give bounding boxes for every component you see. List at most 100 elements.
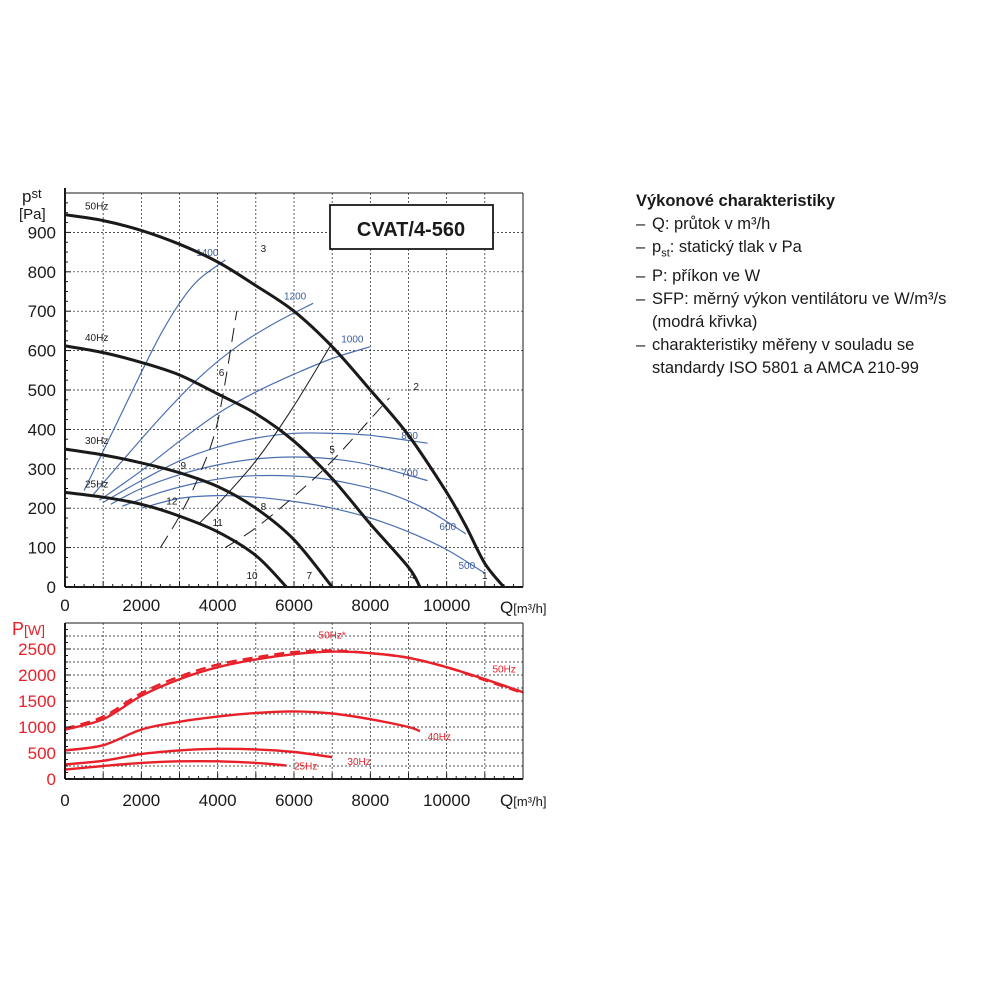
x-tick-label: 10000 bbox=[423, 596, 470, 615]
operating-point-label: 7 bbox=[306, 571, 312, 582]
sfp-curve bbox=[83, 259, 226, 491]
legend-dash: – bbox=[636, 267, 646, 286]
power-curve-label: 50Hz bbox=[492, 664, 515, 675]
legend-dash bbox=[636, 311, 652, 334]
x-tick-label: 6000 bbox=[275, 596, 313, 615]
legend-item-standards-cont: standardy ISO 5801 a AMCA 210-99 bbox=[636, 357, 986, 380]
operating-point-label: 1 bbox=[482, 571, 488, 582]
sfp-curve-label: 1400 bbox=[196, 248, 219, 259]
pressure-axis-subscript: st bbox=[31, 186, 42, 201]
y-tick-label: 900 bbox=[28, 223, 56, 242]
sfp-curve bbox=[122, 474, 467, 535]
flow-axis-unit-bottom: [m³/h] bbox=[513, 794, 546, 809]
pressure-curve bbox=[64, 213, 506, 588]
legend-item-power: – P: příkon ve W bbox=[636, 265, 986, 288]
operating-point-label: 9 bbox=[181, 461, 187, 472]
power-curve bbox=[64, 649, 524, 730]
system-curve bbox=[159, 311, 238, 548]
x-tick-label: 0 bbox=[60, 791, 69, 810]
power-curve-label: 25Hz bbox=[294, 762, 317, 773]
legend-dash: – bbox=[636, 215, 646, 233]
flow-axis-symbol-top: Q bbox=[500, 598, 513, 617]
operating-point-label: 2 bbox=[413, 382, 419, 393]
sfp-curve bbox=[141, 494, 486, 574]
sfp-curve-label: 1000 bbox=[341, 335, 364, 346]
pressure-curve-label: 40Hz bbox=[85, 333, 108, 344]
operating-point-label: 3 bbox=[261, 244, 267, 255]
y-tick-label: 600 bbox=[28, 342, 56, 361]
y-tick-label: 500 bbox=[28, 381, 56, 400]
power-axis-unit: [W] bbox=[24, 622, 45, 638]
legend-text-main: p bbox=[652, 238, 662, 256]
legend-text: charakteristiky měřeny v souladu se bbox=[652, 336, 915, 355]
chart-title-box bbox=[329, 204, 494, 250]
pressure-curve-label: 25Hz bbox=[85, 479, 108, 490]
legend-dash: – bbox=[636, 238, 646, 256]
x-tick-label: 2000 bbox=[122, 791, 160, 810]
power-series: 50Hz* 50Hz 40Hz 30Hz 25Hz bbox=[64, 631, 524, 773]
x-tick-label: 0 bbox=[60, 596, 69, 615]
power-curve bbox=[64, 650, 524, 731]
pressure-curve bbox=[64, 344, 422, 588]
legend-title: Výkonové charakteristiky bbox=[636, 192, 836, 210]
power-curve bbox=[64, 747, 333, 766]
y-tick-label: 2000 bbox=[18, 666, 56, 685]
flow-axis-label-top: Q[m³/h] bbox=[500, 598, 546, 617]
legend-item-sfp: – SFP: měrný výkon ventilátoru ve W/m³/s bbox=[636, 288, 986, 311]
operating-point-label: 8 bbox=[261, 502, 267, 513]
pressure-curve bbox=[64, 490, 288, 589]
y-tick-label: 1000 bbox=[18, 718, 56, 737]
x-tick-label: 2000 bbox=[122, 596, 160, 615]
legend-dash bbox=[636, 357, 652, 380]
operating-point-label: 12 bbox=[166, 496, 178, 507]
chart-title: CVAT/4-560 bbox=[357, 219, 465, 241]
y-tick-label: 700 bbox=[28, 302, 56, 321]
pressure-curve-label: 50Hz bbox=[85, 202, 108, 213]
system-curve bbox=[198, 342, 333, 525]
x-tick-label: 6000 bbox=[275, 791, 313, 810]
sfp-curve bbox=[110, 456, 428, 505]
legend-panel: Výkonové charakteristiky – Q: průtok v m… bbox=[636, 190, 986, 380]
x-tick-label: 4000 bbox=[199, 791, 237, 810]
legend-text: Q: průtok v m³/h bbox=[652, 215, 771, 233]
sfp-curve-label: 700 bbox=[401, 469, 418, 480]
x-tick-label: 8000 bbox=[351, 596, 389, 615]
pressure-axis-symbol: p bbox=[22, 187, 31, 206]
operating-point-label: 5 bbox=[329, 445, 335, 456]
legend-dash: – bbox=[636, 290, 646, 309]
y-tick-label: 800 bbox=[28, 263, 56, 282]
system-curve bbox=[225, 397, 390, 549]
legend-item-sfp-note: (modrá křivka) bbox=[636, 311, 986, 334]
operating-point-label: 10 bbox=[246, 571, 258, 582]
legend-text: pst: statický tlak v Pa bbox=[652, 236, 802, 265]
sfp-curve bbox=[102, 432, 428, 503]
power-chart-axes: 0 2000 4000 6000 8000 10000 0 500 1000 1500 2000 25… bbox=[18, 622, 524, 810]
x-tick-label: 8000 bbox=[351, 791, 389, 810]
legend-text: P: příkon ve W bbox=[652, 267, 761, 286]
sfp-curve-label: 500 bbox=[458, 561, 475, 572]
pressure-axis-label: pst bbox=[22, 186, 42, 206]
power-curve bbox=[64, 710, 421, 752]
legend-item-flow: – Q: průtok v m³/h bbox=[636, 213, 986, 236]
y-tick-label: 500 bbox=[28, 744, 56, 763]
sfp-curve-label: 600 bbox=[439, 522, 456, 533]
operating-point-label: 11 bbox=[212, 518, 223, 529]
pressure-chart-axes: 0 2000 4000 6000 8000 10000 0 100 200 300 400 500 60… bbox=[28, 188, 524, 615]
power-curve-label: 50Hz* bbox=[319, 631, 346, 642]
pressure-curve bbox=[64, 447, 334, 588]
y-tick-label: 0 bbox=[47, 578, 56, 597]
flow-axis-symbol-bottom: Q bbox=[500, 791, 513, 810]
y-tick-label: 300 bbox=[28, 460, 56, 479]
y-tick-label: 0 bbox=[47, 770, 56, 789]
power-curve-label: 40Hz bbox=[428, 732, 451, 743]
flow-axis-unit-top: [m³/h] bbox=[513, 601, 546, 616]
y-tick-label: 2500 bbox=[18, 640, 56, 659]
legend-item-standards: – charakteristiky měřeny v souladu se bbox=[636, 334, 986, 357]
sfp-curve bbox=[91, 302, 314, 497]
operating-point-label: 4 bbox=[410, 571, 416, 582]
power-axis-label: P[W] bbox=[12, 619, 45, 639]
pressure-axis-unit: [Pa] bbox=[19, 206, 46, 223]
y-tick-label: 1500 bbox=[18, 692, 56, 711]
y-tick-label: 400 bbox=[28, 420, 56, 439]
